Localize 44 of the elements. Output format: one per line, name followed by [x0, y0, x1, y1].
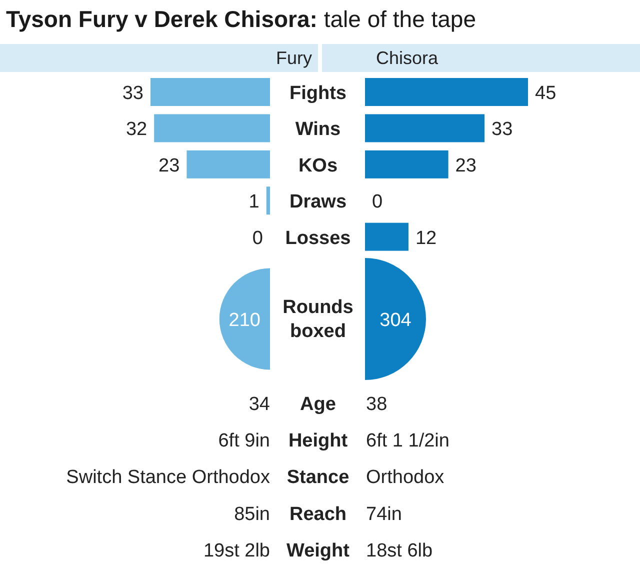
bar	[365, 114, 485, 142]
series-label: Fury	[276, 48, 312, 68]
data-label: 85in	[234, 504, 270, 525]
data-label: 12	[415, 228, 437, 249]
bar	[365, 78, 528, 106]
data-label: 6ft 9in	[218, 430, 270, 452]
series-label: Chisora	[376, 48, 440, 68]
y-tick-label: Losses	[285, 228, 351, 249]
data-label: Orthodox	[366, 467, 445, 488]
data-label: 1	[248, 192, 260, 213]
category-label: Stance	[286, 467, 350, 488]
category-label: Age	[300, 394, 336, 415]
data-label: 38	[366, 394, 388, 415]
y-tick-label: KOs	[298, 155, 338, 176]
data-label: 18st 6lb	[366, 540, 433, 562]
y-tick-label: Fights	[290, 83, 346, 104]
category-label: Height	[288, 430, 348, 452]
data-label: 32	[126, 119, 148, 140]
y-tick-label: Draws	[289, 192, 347, 213]
category-label: Rounds boxed	[282, 297, 354, 342]
data-label: 6ft 1 1/2in	[366, 430, 450, 452]
data-label: Switch Stance Orthodox	[66, 467, 270, 488]
y-tick-label: Wins	[295, 119, 341, 140]
data-label: 210	[228, 310, 260, 331]
data-label: 304	[380, 310, 412, 331]
bar	[186, 150, 270, 178]
bar	[365, 150, 448, 178]
data-label: 34	[248, 394, 270, 415]
bar	[150, 78, 270, 106]
data-label: 19st 2lb	[203, 540, 270, 562]
data-label: 33	[122, 83, 144, 104]
bar	[154, 114, 270, 142]
data-label: 23	[455, 155, 476, 176]
bar	[266, 186, 270, 215]
data-label: 0	[252, 228, 263, 249]
data-label: 45	[535, 83, 556, 104]
chart-title: Tyson Fury v Derek Chisora: tale of the tape	[6, 6, 476, 32]
data-label: 0	[372, 192, 383, 213]
bar	[365, 222, 408, 251]
category-label: Weight	[286, 540, 350, 562]
data-label: 33	[492, 119, 513, 140]
data-label: 23	[158, 155, 180, 176]
data-label: 74in	[366, 504, 402, 525]
category-label: Reach	[289, 504, 347, 525]
